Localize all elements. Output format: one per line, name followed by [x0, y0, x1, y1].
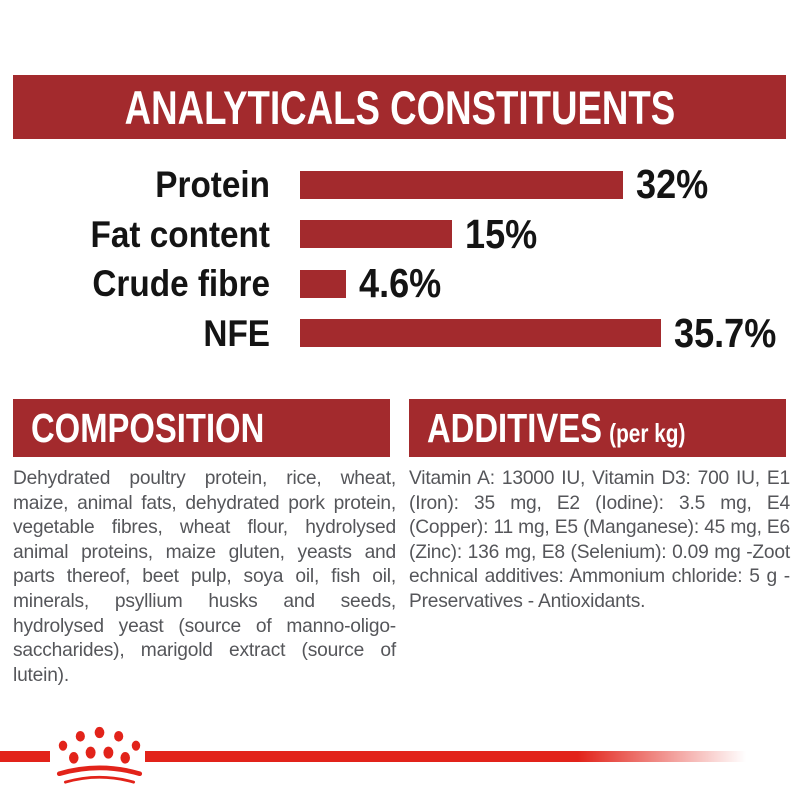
analytical-constituents-chart: Protein 32% Fat content 15% Crude fibre 4.6% N…	[0, 160, 800, 358]
analytical-constituents-title: ANALYTICALS CONSTITUENTS	[124, 80, 675, 134]
additives-text: Vitamin A: 13000 IU, Vitamin D3: 700 IU,…	[409, 468, 790, 612]
chart-value-label: 4.6%	[359, 260, 442, 307]
chart-bar	[300, 170, 624, 199]
chart-value-label: 35.7%	[673, 309, 776, 356]
chart-row-protein: Protein 32%	[0, 160, 800, 210]
chart-category-label: NFE	[203, 312, 270, 354]
footer-line-right-segment	[145, 751, 746, 762]
chart-category-label: Crude fibre	[92, 263, 271, 305]
chart-row-crude-fibre: Crude fibre 4.6%	[0, 259, 800, 309]
chart-bar	[300, 269, 347, 298]
composition-title: COMPOSITION	[31, 404, 265, 451]
composition-text: Dehydrated poultry protein, rice, wheat,…	[13, 468, 396, 686]
composition-banner: COMPOSITION	[13, 399, 390, 457]
footer-line-left-segment	[0, 751, 50, 762]
chart-value-label: 15%	[464, 210, 537, 257]
chart-category-label: Fat content	[90, 213, 270, 255]
analytical-constituents-banner: ANALYTICALS CONSTITUENTS	[13, 75, 786, 139]
additives-title: ADDITIVES (per kg)	[427, 404, 686, 451]
chart-category-label: Protein	[155, 164, 270, 206]
chart-row-fat-content: Fat content 15%	[0, 210, 800, 260]
royal-canin-crown-icon	[56, 726, 143, 784]
additives-banner: ADDITIVES (per kg)	[409, 399, 786, 457]
chart-value-label: 32%	[636, 161, 709, 208]
chart-bar	[300, 220, 452, 249]
chart-row-nfe: NFE 35.7%	[0, 309, 800, 359]
chart-bar	[300, 319, 661, 348]
additives-title-suffix: (per kg)	[609, 417, 686, 448]
additives-title-main: ADDITIVES	[427, 404, 602, 451]
